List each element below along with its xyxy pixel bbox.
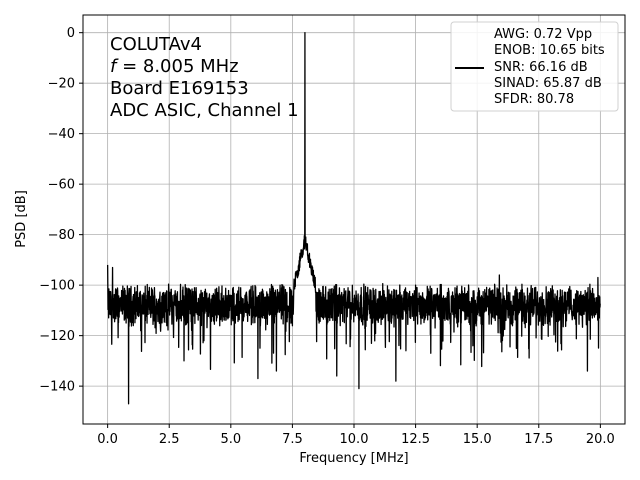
annotation-line: f = 8.005 MHz (110, 56, 239, 77)
annotation-line: Board E169153 (110, 78, 249, 99)
x-tick-label: 10.0 (340, 432, 369, 447)
x-tick-label: 2.5 (159, 432, 180, 447)
y-tick-label: −40 (48, 127, 75, 142)
y-tick-label: −20 (48, 77, 75, 92)
annotation-block: COLUTAv4 f = 8.005 MHz Board E169153 ADC… (110, 34, 299, 121)
annotation-line: ADC ASIC, Channel 1 (110, 100, 299, 121)
legend-entry: SINAD: 65.87 dB (494, 76, 602, 91)
x-tick-label: 12.5 (401, 432, 430, 447)
legend-entry: ENOB: 10.65 bits (494, 43, 605, 58)
legend-entry: AWG: 0.72 Vpp (494, 27, 592, 42)
legend-box (450, 21, 619, 112)
y-axis-label: PSD [dB] (14, 190, 29, 248)
legend-entry: SFDR: 80.78 (494, 92, 574, 107)
x-axis: 0.0 2.5 5.0 7.5 10.0 12.5 15.0 17.5 20.0 (97, 424, 615, 447)
x-tick-label: 20.0 (586, 432, 615, 447)
y-tick-label: −140 (39, 380, 75, 395)
y-tick-label: 0 (67, 26, 75, 41)
legend: AWG: 0.72 Vpp ENOB: 10.65 bits SNR: 66.1… (450, 21, 619, 112)
psd-series (106, 32, 601, 405)
legend-entry: SNR: 66.16 dB (494, 60, 588, 75)
x-tick-label: 17.5 (524, 432, 553, 447)
x-tick-label: 0.0 (97, 432, 118, 447)
y-axis: 0 −20 −40 −60 −80 −100 −120 −140 (39, 26, 83, 395)
x-tick-label: 15.0 (463, 432, 492, 447)
x-axis-label: Frequency [MHz] (299, 451, 408, 466)
y-tick-label: −100 (39, 279, 75, 294)
x-tick-label: 5.0 (220, 432, 241, 447)
y-tick-label: −120 (39, 329, 75, 344)
annotation-line: COLUTAv4 (110, 34, 202, 55)
y-tick-label: −80 (48, 228, 75, 243)
x-tick-label: 7.5 (282, 432, 303, 447)
psd-series-line (106, 32, 601, 405)
y-tick-label: −60 (48, 178, 75, 193)
